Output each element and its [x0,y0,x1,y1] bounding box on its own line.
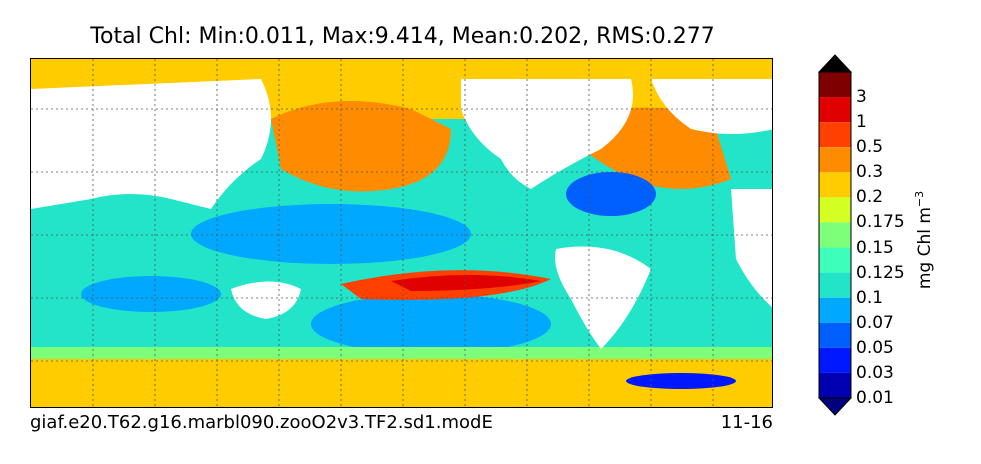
period-label: 11-16 [720,412,773,433]
colorbar-tick-label: 0.1 [856,287,884,308]
colorbar-tick-label: 0.07 [856,312,894,333]
north-pacific-gyre [191,204,471,264]
indian-gyre [81,276,221,312]
colorbar-extend-min [818,397,852,416]
colorbar-segment [819,197,851,223]
colorbar-tick-label: 1 [856,112,867,133]
colorbar-segment [819,272,851,298]
colorbar-tick-label: 0.03 [856,362,894,383]
colorbar-segment [819,72,851,98]
colorbar-tick-label: 0.15 [856,237,894,258]
units-superscript: −3 [913,190,927,208]
colorbar-segment [819,347,851,373]
map-canvas [31,59,772,407]
south-pacific-gyre [311,294,551,354]
land-australia [231,281,301,319]
land-europe [651,79,772,134]
colorbar-segment [819,122,851,148]
land-africa [731,189,772,308]
colorbar-segment [819,97,851,123]
land-north-america [461,79,633,189]
colorbar-segment [819,247,851,273]
colorbar-tick-label: 0.2 [856,187,884,208]
colorbar-segment [819,147,851,173]
colorbar-segment [819,322,851,348]
units-text: mg Chl m [914,207,935,290]
colorbar-tick-label: 3 [856,87,867,108]
land-asia [31,79,271,209]
gridlines [31,59,772,407]
colorbar-tick-label: 0.01 [856,388,894,408]
north-atlantic-gyre [566,172,656,216]
map-title: Total Chl: Min:0.011, Max:9.414, Mean:0.… [90,24,715,49]
case-name-label: giaf.e20.T62.g16.marbl090.zooO2v3.TF2.sd… [30,412,493,433]
colorbar [818,54,852,416]
chlorophyll-map [30,58,773,408]
colorbar-tick-label: 0.05 [856,337,894,358]
north-pacific-high [271,101,451,192]
colorbar-extend-max [818,54,852,73]
colorbar-segment [819,297,851,323]
colorbar-segment [819,222,851,248]
equatorial-core [391,275,541,291]
colorbar-tick-label: 0.175 [856,212,905,233]
colorbar-tick-label: 0.3 [856,162,884,183]
colorbar-tick-label: 0.125 [856,262,905,283]
colorbar-segment [819,172,851,198]
southern-strip [31,347,772,359]
weddell-low [626,373,736,389]
colorbar-segment [819,372,851,398]
colorbar-tick-label: 0.5 [856,137,884,158]
